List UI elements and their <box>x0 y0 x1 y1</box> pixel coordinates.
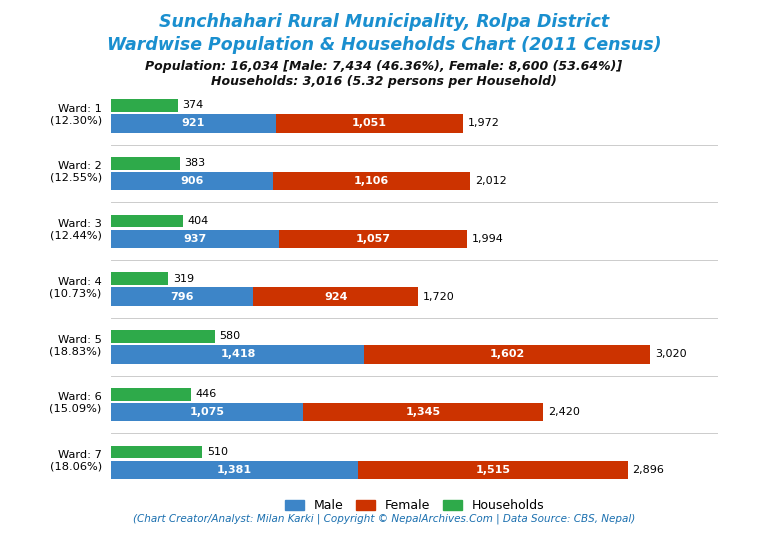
Text: 1,057: 1,057 <box>356 234 390 244</box>
Text: 2,012: 2,012 <box>475 176 507 186</box>
Bar <box>111 403 303 421</box>
Text: 1,602: 1,602 <box>490 349 525 359</box>
Text: 1,051: 1,051 <box>352 118 387 129</box>
Bar <box>111 330 215 343</box>
Text: 319: 319 <box>173 274 194 284</box>
Text: 383: 383 <box>184 158 205 168</box>
Text: 921: 921 <box>182 118 205 129</box>
Bar <box>111 157 180 169</box>
Bar <box>279 229 467 248</box>
Text: 1,515: 1,515 <box>475 465 511 475</box>
Text: 404: 404 <box>188 216 209 226</box>
Bar <box>111 99 178 112</box>
Text: 1,106: 1,106 <box>354 176 389 186</box>
Bar <box>273 172 470 190</box>
Text: Population: 16,034 [Male: 7,434 (46.36%), Female: 8,600 (53.64%)]: Population: 16,034 [Male: 7,434 (46.36%)… <box>145 60 623 73</box>
Text: 1,345: 1,345 <box>406 407 441 417</box>
Bar <box>276 114 463 132</box>
Text: 580: 580 <box>220 331 240 341</box>
Text: (Chart Creator/Analyst: Milan Karki | Copyright © NepalArchives.Com | Data Sourc: (Chart Creator/Analyst: Milan Karki | Co… <box>133 513 635 524</box>
Text: 1,994: 1,994 <box>472 234 504 244</box>
Text: 1,075: 1,075 <box>190 407 225 417</box>
Bar <box>111 114 276 132</box>
Text: 446: 446 <box>195 389 217 399</box>
Bar <box>111 345 364 363</box>
Text: 3,020: 3,020 <box>655 349 687 359</box>
Bar <box>111 272 168 285</box>
Bar <box>358 460 628 479</box>
Text: 510: 510 <box>207 447 228 457</box>
Bar <box>111 388 191 400</box>
Text: 1,720: 1,720 <box>422 292 455 302</box>
Text: 796: 796 <box>170 292 194 302</box>
Bar <box>111 229 279 248</box>
Text: 1,418: 1,418 <box>220 349 256 359</box>
Bar <box>303 403 543 421</box>
Bar <box>111 172 273 190</box>
Bar <box>253 287 419 306</box>
Bar <box>111 287 253 306</box>
Legend: Male, Female, Households: Male, Female, Households <box>280 494 549 517</box>
Text: 1,972: 1,972 <box>468 118 500 129</box>
Text: 937: 937 <box>184 234 207 244</box>
Text: 2,896: 2,896 <box>633 465 664 475</box>
Text: 2,420: 2,420 <box>548 407 580 417</box>
Text: 1,381: 1,381 <box>217 465 252 475</box>
Bar <box>111 214 184 227</box>
Text: Households: 3,016 (5.32 persons per Household): Households: 3,016 (5.32 persons per Hous… <box>211 75 557 88</box>
Bar <box>364 345 650 363</box>
Bar <box>111 460 358 479</box>
Text: Sunchhahari Rural Municipality, Rolpa District: Sunchhahari Rural Municipality, Rolpa Di… <box>159 13 609 32</box>
Bar <box>111 445 202 458</box>
Text: 906: 906 <box>180 176 204 186</box>
Text: 924: 924 <box>324 292 348 302</box>
Text: Wardwise Population & Households Chart (2011 Census): Wardwise Population & Households Chart (… <box>107 36 661 54</box>
Text: 374: 374 <box>183 100 204 110</box>
